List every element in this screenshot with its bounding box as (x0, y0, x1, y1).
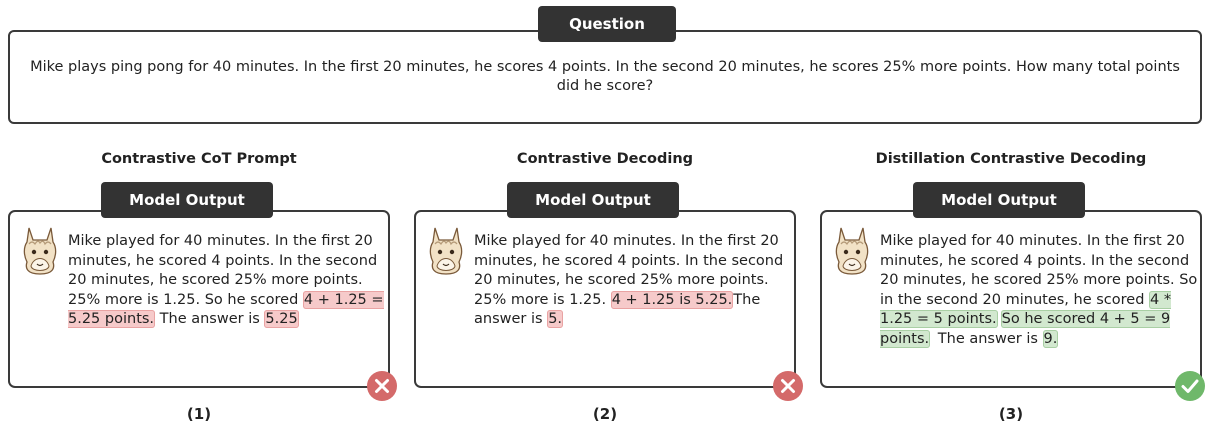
llama-icon (428, 226, 464, 280)
result-icon (366, 370, 398, 406)
output-label: Model Output (913, 182, 1085, 218)
output-text: Mike played for 40 minutes. In the first… (68, 232, 388, 330)
panel-title: Contrastive CoT Prompt (101, 151, 297, 167)
text-segment: Mike played for 40 minutes. In the first… (68, 233, 378, 308)
question-box: Mike plays ping pong for 40 minutes. In … (8, 30, 1202, 124)
highlight-segment: 9. (1042, 329, 1059, 348)
panel-caption: (2) (592, 405, 618, 423)
output-label: Model Output (507, 182, 679, 218)
text-segment: The answer is (933, 330, 1043, 347)
text-segment: Mike played for 40 minutes. In the first… (880, 233, 1198, 308)
highlight-segment: 4 + 1.25 is 5.25. (610, 290, 734, 309)
output-box: Mike played for 40 minutes. In the first… (8, 210, 390, 388)
text-segment: Mike played for 40 minutes. In the first… (474, 233, 784, 308)
llama-icon (22, 226, 58, 280)
llama-icon (834, 226, 870, 280)
highlight-segment: 5.25 (264, 310, 299, 328)
panel-title: Distillation Contrastive Decoding (875, 151, 1147, 167)
question-text: Mike plays ping pong for 40 minutes. In … (30, 59, 1180, 94)
output-label: Model Output (101, 182, 273, 218)
text-segment: The answer is (155, 311, 265, 327)
result-icon (1174, 370, 1206, 406)
panel-caption: (3) (998, 405, 1024, 423)
output-box: Mike played for 40 minutes. In the first… (414, 210, 796, 388)
result-icon (772, 370, 804, 406)
output-text: Mike played for 40 minutes. In the first… (474, 232, 794, 330)
panel-title: Contrastive Decoding (516, 151, 694, 167)
output-text: Mike played for 40 minutes. In the first… (880, 232, 1200, 349)
question-label: Question (538, 6, 676, 42)
text-segment: The answer is (474, 291, 761, 328)
panel-caption: (1) (186, 405, 212, 423)
output-box: Mike played for 40 minutes. In the first… (820, 210, 1202, 388)
highlight-segment: 5. (547, 310, 564, 328)
